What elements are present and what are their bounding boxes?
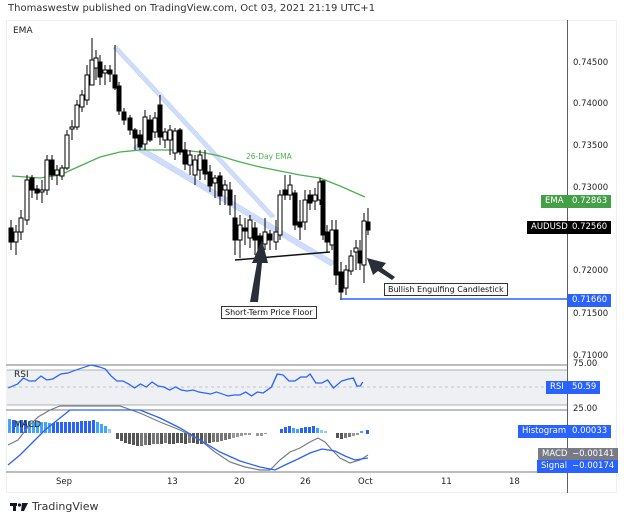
histogram-tag-value: 0.00033 xyxy=(568,425,612,438)
channel-upper xyxy=(112,45,276,219)
signal-tag-value: −0.00174 xyxy=(568,460,619,473)
ema-tag-value: 0.72863 xyxy=(568,195,612,208)
rsi-band xyxy=(7,370,567,405)
support-tag-value: 0.71660 xyxy=(568,294,612,307)
symbol-tag-value: 0.72560 xyxy=(568,221,612,234)
signal-tag-name: Signal xyxy=(537,460,572,473)
ema-text-label: 26-Day EMA xyxy=(246,152,293,161)
price-floor-line xyxy=(234,251,331,261)
brand-text: TradingView xyxy=(32,500,99,513)
histogram-tag-name: Histogram xyxy=(518,425,571,438)
chart-frame[interactable] xyxy=(6,20,617,493)
macd-pane-label: MACD xyxy=(14,420,41,430)
time-tick: Oct xyxy=(358,477,373,487)
price-floor-annotation: Short-Term Price Floor xyxy=(221,306,317,319)
rsi-lower-tick: 25.00 xyxy=(573,404,598,414)
rsi-upper-tick: 75.00 xyxy=(573,359,598,369)
tradingview-logo-icon xyxy=(10,502,28,511)
price-tick: 0.72000 xyxy=(573,266,609,276)
rsi-line xyxy=(7,364,364,397)
candles xyxy=(8,38,371,300)
macd-tag-name: MACD xyxy=(538,448,572,461)
rsi-tag-value: 50.59 xyxy=(568,381,601,394)
price-tick: 0.71500 xyxy=(573,309,609,319)
symbol-tag-name: AUDUSD xyxy=(527,221,572,234)
publish-header: Thomaswestw published on TradingView.com… xyxy=(8,3,376,14)
main-pane-label: EMA xyxy=(13,26,33,36)
engulfing-arrow-icon xyxy=(367,258,395,280)
time-tick: 18 xyxy=(509,477,520,487)
price-tick: 0.73000 xyxy=(573,183,609,193)
macd-tag-value: −0.00141 xyxy=(568,448,619,461)
signal-line xyxy=(7,409,369,471)
price-axis-divider xyxy=(567,20,568,493)
price-tick: 0.74000 xyxy=(573,99,609,109)
time-tick: 26 xyxy=(300,477,311,487)
price-tick: 0.73500 xyxy=(573,141,609,151)
footer-brand[interactable]: TradingView xyxy=(10,500,98,513)
engulfing-annotation: Bullish Engulfing Candlestick xyxy=(384,283,508,296)
macd-histogram xyxy=(8,419,369,446)
rsi-tag-name: RSI xyxy=(546,381,568,394)
macd-line xyxy=(7,405,369,471)
price-tick: 0.74500 xyxy=(573,58,609,68)
ema-tag-name: EMA xyxy=(541,195,568,208)
time-tick: 13 xyxy=(167,477,178,487)
time-tick: 11 xyxy=(441,477,452,487)
time-tick: Sep xyxy=(56,477,73,487)
time-tick: 20 xyxy=(234,477,245,487)
floor-arrow-icon xyxy=(250,240,268,302)
rsi-pane-label: RSI xyxy=(14,370,29,380)
price-tick: 0.71000 xyxy=(573,351,609,361)
